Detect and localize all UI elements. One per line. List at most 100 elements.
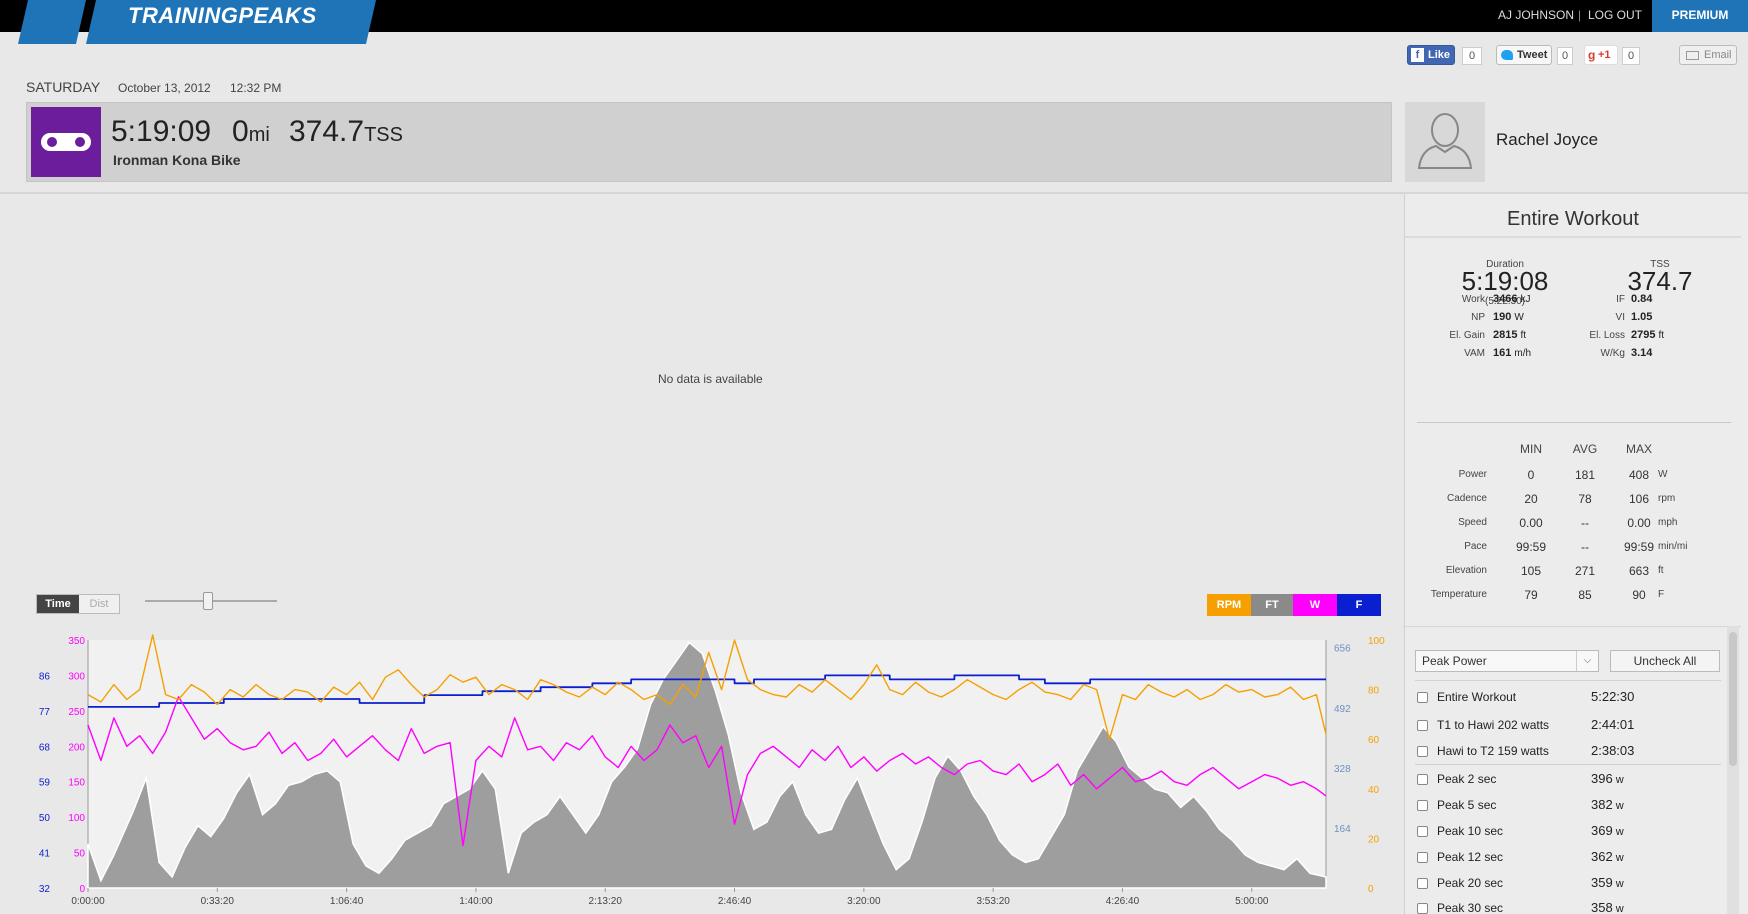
legend-cadence-toggle[interactable]: RPM — [1207, 594, 1251, 616]
stat-label: NP — [1471, 312, 1485, 323]
stat-number: 2795 — [1631, 329, 1656, 341]
peak-row[interactable]: Peak 2 sec 396 w — [1415, 768, 1731, 792]
stat-number: 3.14 — [1631, 347, 1653, 359]
athlete-avatar[interactable] — [1405, 102, 1485, 182]
peak-label: Peak 30 sec — [1437, 901, 1504, 914]
peak-checkbox[interactable] — [1417, 692, 1428, 703]
y-tick-heart-rate: 50 — [39, 813, 51, 824]
table-cell-max: 106 — [1628, 492, 1650, 506]
table-cell-min: 79 — [1524, 588, 1538, 602]
peak-row[interactable]: Peak 10 sec 369 w — [1415, 820, 1731, 844]
peak-row[interactable]: T1 to Hawi 202 watts 2:44:01 — [1415, 714, 1731, 738]
workout-graph[interactable]: 3241505968778605010015020025030035016432… — [0, 620, 1400, 914]
table-cell-max: 663 — [1628, 564, 1650, 578]
athlete-name[interactable]: Rachel Joyce — [1496, 130, 1599, 149]
peak-unit: w — [1615, 774, 1624, 786]
tweet-button[interactable]: Tweet — [1496, 45, 1552, 65]
table-cell-max: 408 — [1628, 468, 1650, 482]
person-icon — [1417, 113, 1473, 169]
peak-label: T1 to Hawi 202 watts — [1437, 718, 1550, 732]
tss-label: TSS — [1650, 259, 1670, 270]
uncheck-all-button[interactable]: Uncheck All — [1610, 650, 1720, 672]
email-button[interactable]: Email — [1679, 45, 1737, 65]
peak-checkbox[interactable] — [1417, 774, 1428, 785]
peak-checkbox[interactable] — [1417, 903, 1428, 914]
table-cell-unit: W — [1658, 469, 1668, 480]
legend-power-toggle[interactable]: W — [1293, 594, 1337, 616]
twitter-bird-icon — [1501, 50, 1513, 60]
app-logo[interactable]: TRAININGPEAKS — [128, 3, 317, 28]
y-tick-cadence: 0 — [1368, 884, 1374, 895]
peak-checkbox[interactable] — [1417, 746, 1428, 757]
y-tick-power: 250 — [68, 707, 85, 718]
peak-label: Hawi to T2 159 watts — [1437, 744, 1549, 758]
duration-value: 5:19:08 — [1461, 266, 1549, 296]
table-row-label: Temperature — [1430, 589, 1487, 600]
peak-row[interactable]: Peak 12 sec 362 w — [1415, 846, 1731, 870]
peak-label: Peak 2 sec — [1437, 772, 1497, 786]
table-row-label: Speed — [1458, 517, 1487, 528]
x-axis-toggle: Time Dist — [36, 594, 120, 614]
duration-elapsed: (5:22:30) — [1484, 296, 1526, 307]
stats-range-title: Entire Workout — [1507, 208, 1639, 230]
peak-checkbox[interactable] — [1417, 800, 1428, 811]
google-plus-icon: g — [1588, 48, 1596, 62]
user-menu[interactable]: AJ JOHNSON — [1498, 8, 1575, 22]
google-plus-button[interactable]: g +1 — [1584, 45, 1618, 65]
peak-label: Peak 10 sec — [1437, 824, 1504, 838]
stat-label: W/Kg — [1600, 348, 1625, 359]
nav-separator: | — [1578, 8, 1582, 22]
table-cell-min: 20 — [1524, 492, 1538, 506]
workout-date: October 13, 2012 — [118, 81, 211, 95]
facebook-icon: f — [1411, 48, 1424, 62]
peaks-scrollbar-thumb[interactable] — [1729, 632, 1737, 766]
legend-elevation-toggle[interactable]: FT — [1251, 594, 1293, 616]
peak-row[interactable]: Peak 5 sec 382 w — [1415, 794, 1731, 818]
summary-distance-unit: mi — [248, 124, 270, 146]
peak-checkbox[interactable] — [1417, 852, 1428, 863]
table-cell-avg: -- — [1581, 516, 1589, 530]
premium-button[interactable]: PREMIUM — [1652, 0, 1748, 32]
chevron-down-icon: ⌵ — [1576, 651, 1598, 671]
y-tick-elevation: 656 — [1334, 644, 1351, 655]
peaks-list-divider — [1415, 680, 1721, 681]
peak-row[interactable]: Peak 20 sec 359 w — [1415, 872, 1731, 896]
zoom-slider-handle[interactable] — [203, 592, 213, 610]
x-tick-time: 3:53:20 — [976, 896, 1010, 907]
peak-row[interactable]: Peak 30 sec 358 w — [1415, 897, 1731, 914]
peak-checkbox[interactable] — [1417, 878, 1428, 889]
time-toggle-button[interactable]: Time — [37, 595, 79, 613]
stats-divider — [1417, 422, 1731, 423]
distance-toggle-button[interactable]: Dist — [89, 598, 109, 610]
workout-title: Ironman Kona Bike — [113, 152, 241, 168]
stat-label: Work — [1461, 294, 1485, 305]
peaks-scrollbar[interactable] — [1727, 626, 1739, 914]
peak-checkbox[interactable] — [1417, 826, 1428, 837]
workout-day: SATURDAY — [26, 79, 101, 95]
peak-type-select[interactable]: Peak Power ⌵ — [1415, 650, 1599, 672]
peak-row[interactable]: Hawi to T2 159 watts 2:38:03 — [1415, 740, 1731, 764]
y-tick-elevation: 492 — [1334, 704, 1351, 715]
y-tick-heart-rate: 59 — [39, 778, 51, 789]
peak-type-value: Peak Power — [1422, 654, 1487, 668]
stat-value: 1.05 — [1631, 311, 1655, 323]
y-tick-cadence: 60 — [1368, 735, 1380, 746]
tss-value: 374.7 — [1627, 266, 1693, 296]
stat-label: IF — [1616, 294, 1625, 305]
y-tick-cadence: 100 — [1368, 636, 1385, 647]
summary-distance: 0mi — [232, 115, 270, 149]
peak-checkbox[interactable] — [1417, 720, 1428, 731]
peak-unit: w — [1615, 826, 1624, 838]
peak-number: 369 — [1591, 823, 1613, 838]
logout-link[interactable]: LOG OUT — [1588, 8, 1643, 22]
table-row-label: Cadence — [1446, 493, 1487, 504]
table-cell-unit: F — [1658, 589, 1665, 600]
facebook-like-button[interactable]: f Like — [1407, 45, 1455, 65]
legend-heart-rate-toggle[interactable]: F — [1337, 594, 1381, 616]
stat-value: 190 W — [1493, 311, 1524, 323]
peak-row[interactable]: Entire Workout 5:22:30 — [1415, 686, 1731, 710]
table-cell-unit: mph — [1658, 517, 1678, 528]
x-tick-time: 0:33:20 — [201, 896, 235, 907]
table-cell-avg: 78 — [1578, 492, 1592, 506]
stat-unit: ft — [1658, 330, 1665, 341]
